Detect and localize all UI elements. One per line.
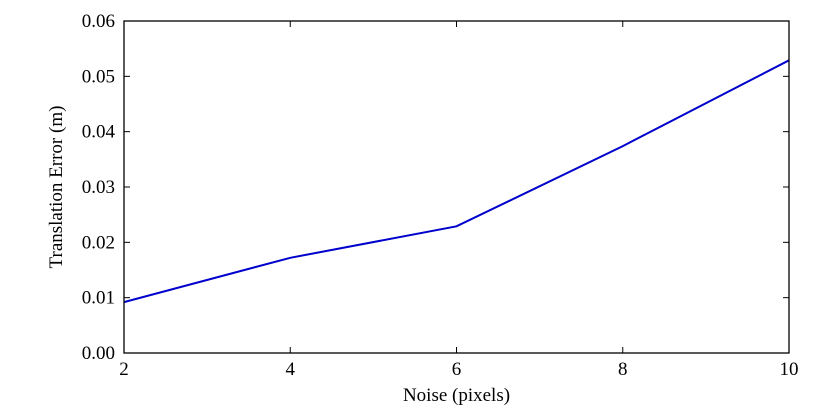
plot-frame (123, 20, 790, 354)
y-tick-label: 0.02 (82, 232, 115, 253)
label-layer: Noise (pixels) Translation Error (m) (46, 106, 510, 406)
y-tick-label: 0.00 (82, 343, 115, 364)
x-tick-label: 6 (452, 359, 462, 380)
y-axis-label: Translation Error (m) (46, 106, 67, 269)
y-tick-label: 0.06 (82, 11, 115, 32)
y-tick-label: 0.01 (82, 288, 115, 309)
x-axis-label: Noise (pixels) (403, 385, 510, 406)
series-line (123, 59, 790, 304)
y-tick-label: 0.03 (82, 177, 115, 198)
x-tick-label: 10 (780, 359, 799, 380)
x-tick-label: 2 (119, 359, 129, 380)
y-tick-label: 0.05 (82, 66, 115, 87)
tick-layer: 2 4 6 8 10 0.00 0.01 0.02 0.03 0.04 0.05 0.06 (82, 11, 799, 380)
x-tick-label: 4 (286, 359, 296, 380)
y-tick-label: 0.04 (82, 122, 116, 143)
x-tick-label: 8 (618, 359, 628, 380)
series-layer (123, 59, 790, 304)
